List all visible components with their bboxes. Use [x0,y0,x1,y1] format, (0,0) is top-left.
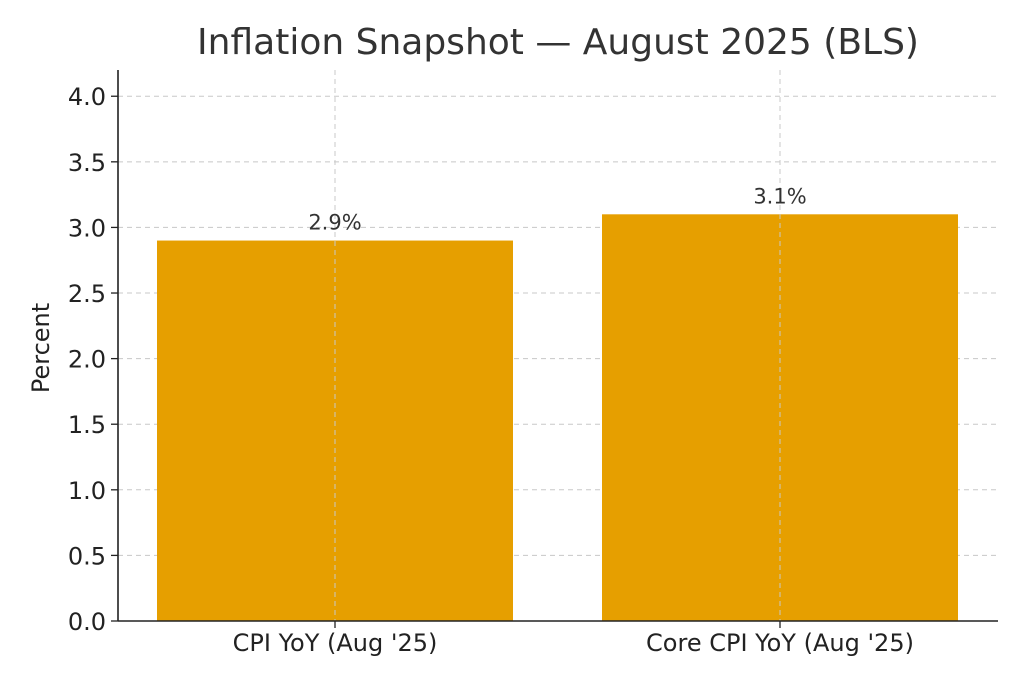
y-tick-label: 0.0 [68,608,106,636]
axes [111,70,998,628]
chart-title: Inflation Snapshot — August 2025 (BLS) [197,22,919,63]
y-tick-label: 4.0 [68,83,106,111]
data-label: 2.9% [308,211,361,235]
y-tick-label: 0.5 [68,542,106,570]
bar [602,214,958,622]
y-tick-label: 2.0 [68,346,106,374]
y-tick-label: 1.0 [68,477,106,505]
x-tick-label: CPI YoY (Aug '25) [233,629,438,657]
y-tick-label: 3.5 [68,149,106,177]
x-grid [334,70,781,621]
y-tick-label: 1.5 [68,411,106,439]
y-axis-label: Percent [27,303,55,393]
y-tick-label: 2.5 [68,280,106,308]
data-label: 3.1% [753,184,806,208]
labels: 0.0 0.5 1.0 1.5 2.0 2.5 3.0 3.5 4.0 2.9% CPI YoY (… [68,83,914,657]
x-tick-label: Core CPI YoY (Aug '25) [646,629,914,657]
bars [157,214,958,622]
y-tick-label: 3.0 [68,214,106,242]
